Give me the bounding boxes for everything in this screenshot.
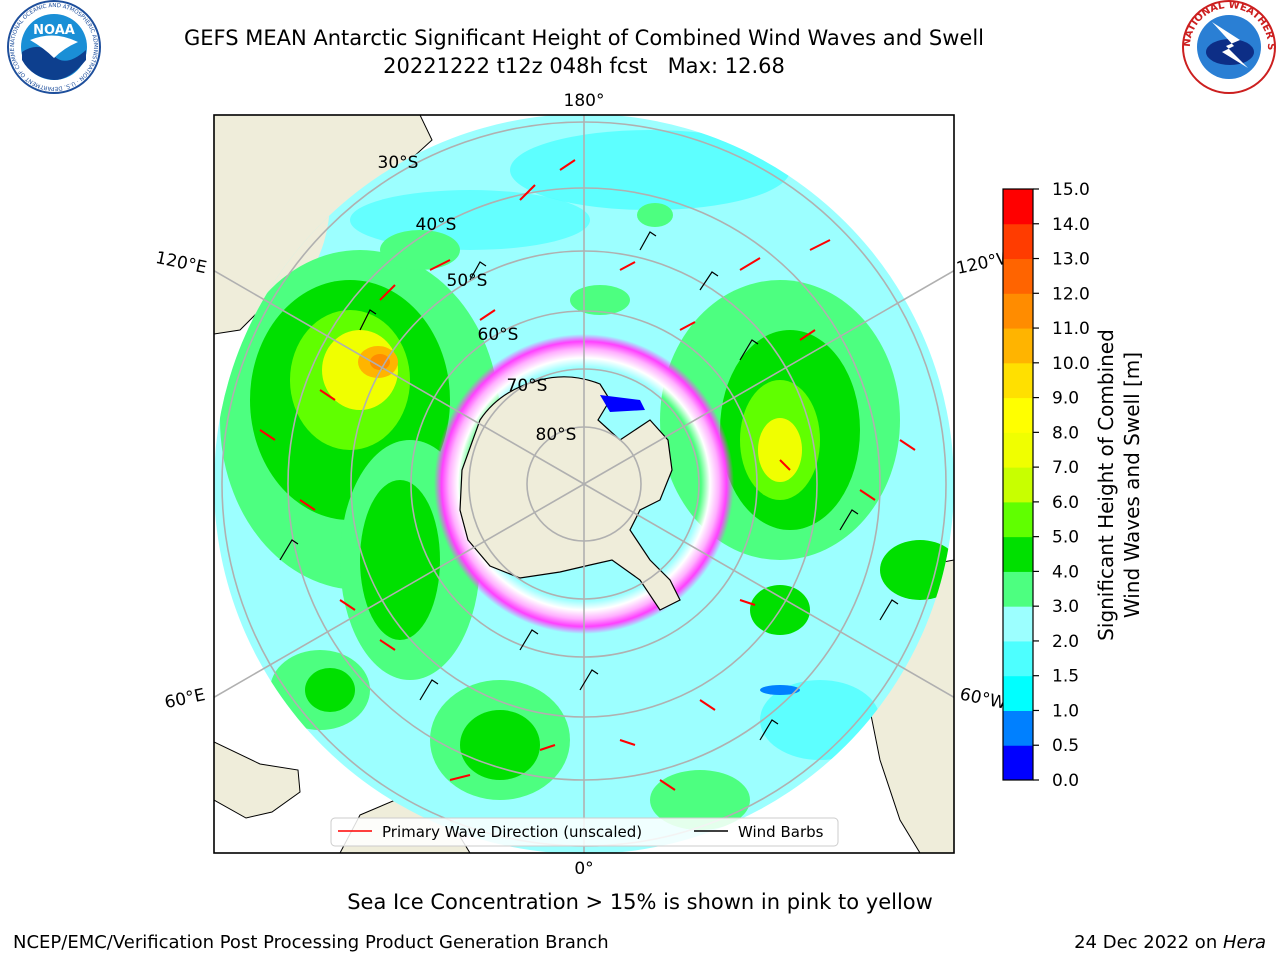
colorbar-label-line2: Wind Waves and Swell [m] [1120,352,1144,618]
colorbar-tick-label: 10.0 [1052,354,1090,374]
chart-subtitle: 20221222 t12z 048h fcst Max: 12.68 [383,54,785,78]
colorbar-swatch [1003,293,1033,329]
colorbar-swatch [1003,258,1033,294]
colorbar-swatch [1003,467,1033,503]
map-frame [213,114,955,854]
colorbar-tick-label: 1.0 [1052,701,1079,721]
svg-text:NATIONAL WEATHER SERVICE: NATIONAL WEATHER SERVICE [0,0,1276,50]
colorbar-tick-label: 1.5 [1052,667,1079,687]
lat-label-70s: 70°S [507,376,548,396]
colorbar-tick-label: 3.0 [1052,597,1079,617]
colorbar-swatch [1003,362,1033,399]
primary-wave-arrows [259,159,916,791]
colorbar-tick-label: 14.0 [1052,215,1090,235]
lat-label-40s: 40°S [416,215,457,235]
colorbar-swatch [1003,640,1033,677]
colorbar-swatch [1003,571,1033,607]
colorbar-tick-label: 15.0 [1052,180,1090,200]
footer-branch: NCEP/EMC/Verification Post Processing Pr… [13,932,609,953]
lon-label-60e: 60°E [163,685,207,713]
noaa-logo-text: NOAA [33,23,75,38]
colorbar-frame [1002,188,1034,781]
colorbar-tick-label: 5.0 [1052,528,1079,548]
lon-label-0: 0° [574,859,593,879]
colorbar-tick-label: 4.0 [1052,562,1079,582]
colorbar-tick-label: 0.0 [1052,771,1079,791]
lat-label-30s: 30°S [378,153,419,173]
colorbar-swatch [1003,710,1033,746]
colorbar-swatch [1003,397,1033,433]
wind-barbs [279,231,899,741]
nws-logo: NATIONAL WEATHER SERVICE [0,0,1276,94]
colorbar-tick-label: 13.0 [1052,250,1090,270]
colorbar-swatch [1003,501,1033,538]
colorbar-tick-label: 7.0 [1052,458,1079,478]
colorbar-tick-label: 12.0 [1052,284,1090,304]
footer-host: Hera [1222,932,1266,953]
lat-label-60s: 60°S [478,325,519,345]
colorbar-tick-label: 2.0 [1052,632,1079,652]
footer-date-text: 24 Dec 2022 on [1074,932,1223,953]
colorbar-tick-label: 0.5 [1052,736,1079,756]
legend-primary-wave: Primary Wave Direction (unscaled) [382,823,642,841]
colorbar-swatch [1003,432,1033,468]
colorbar-label-line1: Significant Height of Combined [1094,329,1118,641]
sea-ice-caption: Sea Ice Concentration > 15% is shown in … [347,890,933,914]
lon-label-60w: 60°W [958,684,1008,713]
colorbar-swatch [1003,189,1033,225]
antarctica-landmass [459,376,681,611]
footer-date: 24 Dec 2022 on Hera [1074,932,1266,953]
noaa-logo: NOAA NATIONAL OCEANIC AND ATMOSPHERIC AD… [0,0,101,94]
lon-label-120e: 120°E [154,248,209,278]
colorbar-tick-label: 11.0 [1052,319,1090,339]
colorbar-swatch [1003,606,1033,642]
colorbar: 0.0 0.5 1.0 1.5 2.0 3.0 4.0 5.0 6.0 7.0 8.0 9.0 10.0… [1003,180,1090,791]
lon-label-180: 180° [564,91,605,111]
nws-ring-text: NATIONAL WEATHER SERVICE [0,0,1276,50]
colorbar-swatch [1003,675,1033,711]
colorbar-swatch [1003,745,1033,781]
colorbar-swatch [1003,536,1033,572]
colorbar-tick-label: 6.0 [1052,493,1079,513]
lat-label-50s: 50°S [447,271,488,291]
map-legend: Primary Wave Direction (unscaled) Wind B… [330,817,839,847]
colorbar-swatch [1003,223,1033,260]
lat-label-80s: 80°S [536,425,577,445]
chart-title: GEFS MEAN Antarctic Significant Height o… [183,26,985,50]
legend-wind-barbs: Wind Barbs [738,823,824,841]
colorbar-swatch [1003,328,1033,364]
colorbar-tick-label: 9.0 [1052,389,1079,409]
colorbar-tick-label: 8.0 [1052,423,1079,443]
